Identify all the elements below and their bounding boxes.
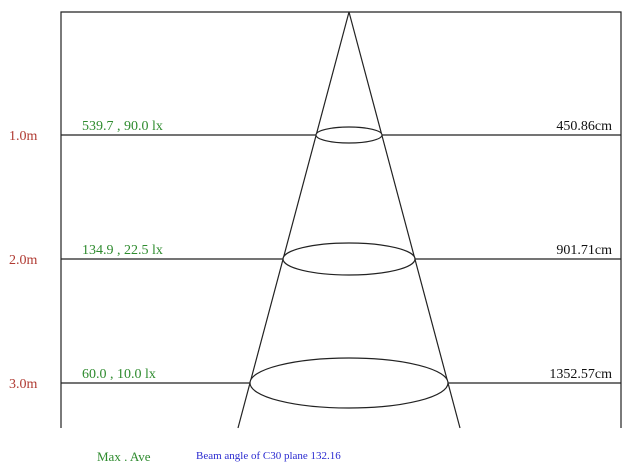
distance-label-2: 2.0m (9, 253, 38, 268)
beam-section-3 (249, 357, 449, 409)
illuminance-label-1: 539.7 , 90.0 lx (82, 119, 163, 134)
distance-label-1: 1.0m (9, 129, 38, 144)
frame (60, 11, 622, 428)
diameter-label-3: 1352.57cm (549, 367, 612, 382)
beam-section-1 (315, 126, 383, 144)
beam-angle-label: Beam angle of C30 plane 132.16 (196, 450, 341, 462)
diameter-label-1: 450.86cm (556, 119, 612, 134)
illuminance-label-2: 134.9 , 22.5 lx (82, 243, 163, 258)
beam-edge-right (348, 11, 461, 429)
legend-label: Max . Ave (97, 449, 151, 464)
beam-edge-left (237, 11, 350, 429)
illuminance-label-3: 60.0 , 10.0 lx (82, 367, 156, 382)
beam-section-2 (282, 242, 416, 276)
diameter-label-2: 901.71cm (556, 243, 612, 258)
distance-label-3: 3.0m (9, 377, 38, 392)
